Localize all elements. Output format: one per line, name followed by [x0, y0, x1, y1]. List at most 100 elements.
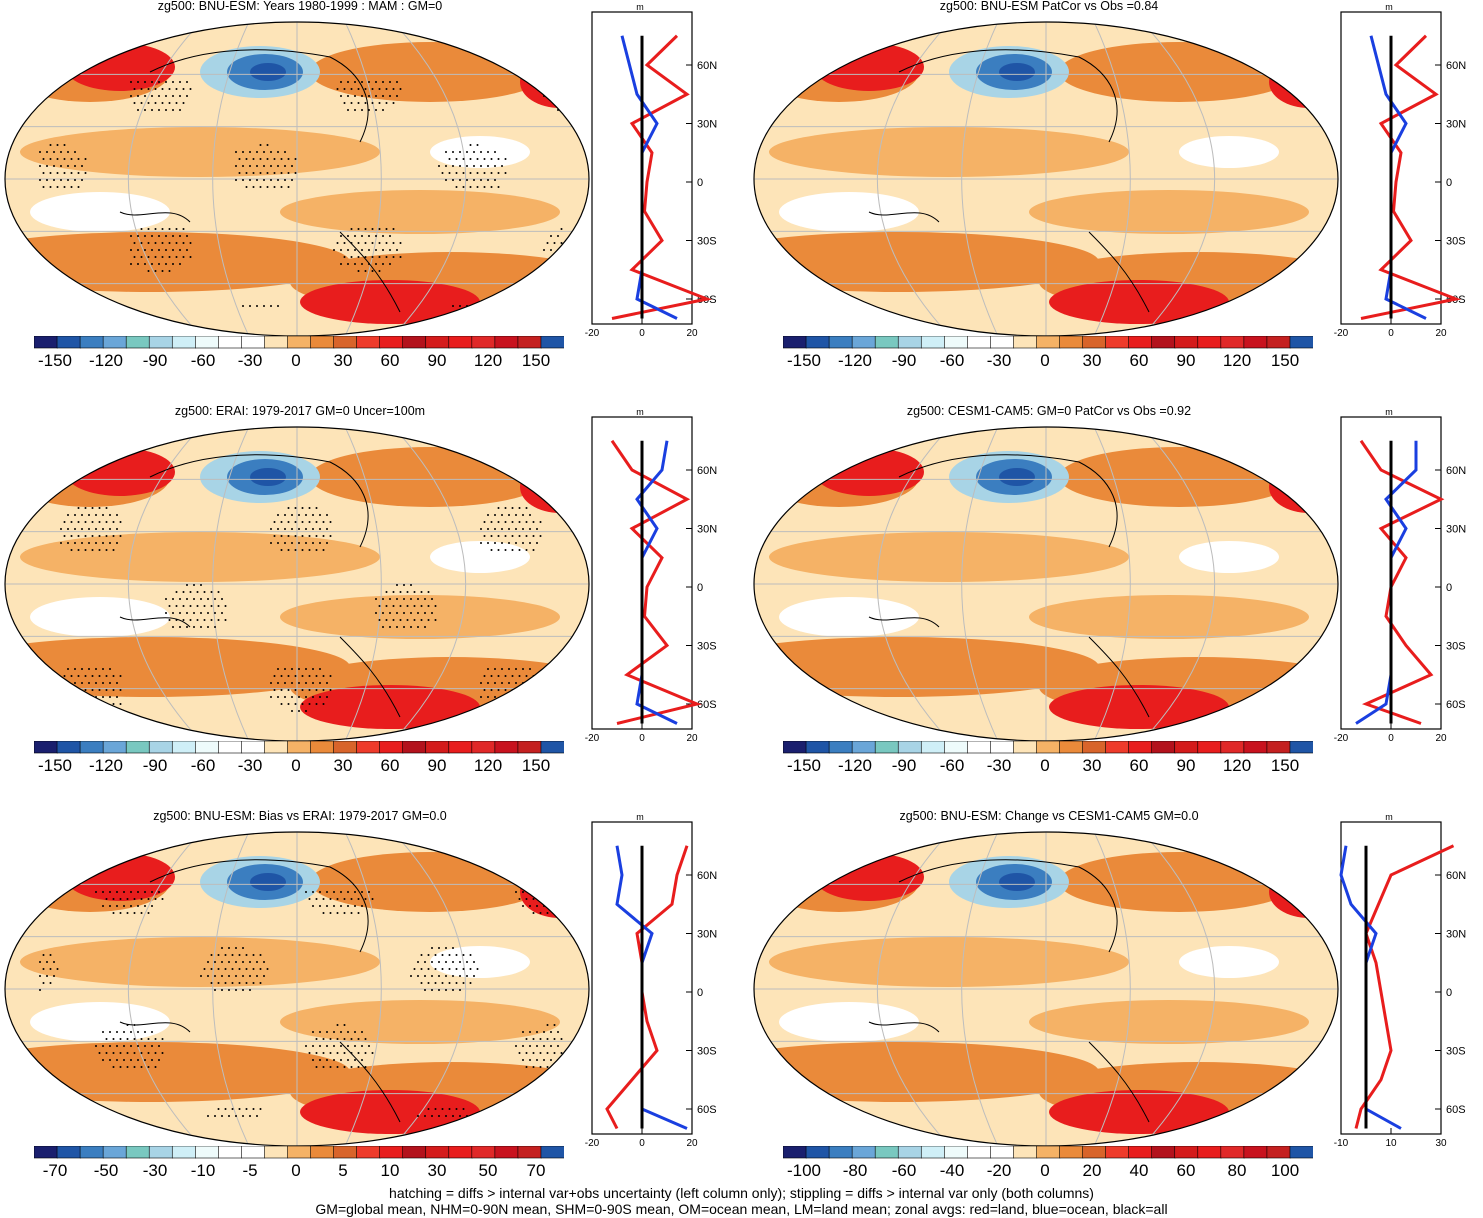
- stipple-dot: [396, 598, 398, 600]
- stipple-dot: [333, 1059, 335, 1061]
- stipple-dot: [361, 1045, 363, 1047]
- stipple-dot: [347, 1031, 349, 1033]
- colorbar-label: -40: [939, 1161, 965, 1180]
- map-plot: [4, 831, 590, 1147]
- stipple-dot: [476, 172, 479, 174]
- stipple-dot: [228, 961, 230, 963]
- stipple-dot: [497, 703, 500, 705]
- stipple-dot: [347, 81, 349, 83]
- stipple-dot: [109, 891, 111, 893]
- stipple-dot: [417, 961, 419, 963]
- stipple-dot: [487, 542, 489, 544]
- lat-label: 60S: [697, 699, 717, 711]
- stipple-dot: [221, 975, 223, 977]
- zonal-land-line: [1354, 844, 1455, 1129]
- stipple-dot: [217, 619, 220, 621]
- stipple-dot: [172, 235, 174, 237]
- stipple-dot: [301, 549, 304, 551]
- stipple-dot: [319, 1031, 321, 1033]
- stipple-dot: [336, 242, 339, 244]
- stipple-dot: [252, 1108, 255, 1110]
- colorbar-swatch: [333, 741, 358, 754]
- stipple-dot: [287, 521, 290, 523]
- stipple-dot: [413, 619, 416, 621]
- stipple-dot: [221, 612, 223, 614]
- stipple-dot: [63, 689, 66, 691]
- stipple-dot: [357, 1038, 360, 1040]
- stipple-dot: [81, 514, 83, 516]
- stipple-dot: [259, 1108, 262, 1110]
- stipple-dot: [256, 179, 258, 181]
- stipple-dot: [140, 1066, 143, 1068]
- stipple-dot: [256, 961, 258, 963]
- map-plot: [4, 21, 590, 337]
- stipple-dot: [105, 898, 108, 900]
- stipple-dot: [210, 982, 213, 984]
- stipple-dot: [483, 689, 486, 691]
- stipple-dot: [112, 1066, 115, 1068]
- lat-label: 30S: [1446, 1046, 1466, 1058]
- stipple-dot: [137, 891, 139, 893]
- colorbar-swatch: [171, 741, 197, 754]
- stipple-dot: [382, 235, 384, 237]
- colorbar-label: 150: [1270, 351, 1300, 370]
- stipple-dot: [298, 710, 300, 712]
- stipple-dot: [438, 989, 440, 991]
- stipple-dot: [350, 88, 353, 90]
- field-contour: [779, 597, 919, 637]
- colorbar-label: 20: [1082, 1161, 1102, 1180]
- longitude-line: [127, 427, 202, 741]
- stipple-dot: [294, 675, 297, 677]
- stipple-dot: [480, 542, 482, 544]
- stipple-dot: [102, 891, 104, 893]
- stipple-dot: [70, 521, 73, 523]
- stipple-dot: [487, 514, 489, 516]
- field-contour: [250, 468, 286, 486]
- stipple-dot: [112, 675, 115, 677]
- colorbar-swatch: [967, 741, 992, 754]
- stipple-dot: [98, 703, 101, 705]
- field-contour: [280, 595, 560, 639]
- colorbar-swatch: [1151, 741, 1176, 754]
- stipple-dot: [553, 242, 556, 244]
- stipple-dot: [305, 528, 307, 530]
- stipple-dot: [539, 521, 542, 523]
- stipple-dot: [249, 305, 251, 307]
- colorbar-label: -150: [37, 351, 73, 370]
- stipple-dot: [448, 158, 451, 160]
- stipple-dot: [529, 1059, 531, 1061]
- colorbar-swatch: [264, 741, 289, 754]
- stipple-dot: [480, 696, 482, 698]
- stipple-dot: [144, 1059, 146, 1061]
- stipple-dot: [133, 256, 136, 258]
- field-contour: [1049, 685, 1229, 729]
- stipple-dot: [347, 891, 349, 893]
- colorbar-swatch: [125, 1146, 151, 1159]
- stipple-dot: [543, 891, 545, 893]
- colorbar-swatch: [125, 336, 151, 349]
- stipple-dot: [109, 1045, 111, 1047]
- stipple-dot: [329, 898, 332, 900]
- colorbar-swatch: [287, 1146, 312, 1159]
- stipple-dot: [550, 1031, 552, 1033]
- stipple-dot: [301, 675, 304, 677]
- stipple-dot: [343, 242, 346, 244]
- colorbar-label: -120: [837, 351, 873, 370]
- stipple-dot: [322, 521, 325, 523]
- stipple-dot: [46, 975, 48, 977]
- stipple-dot: [168, 270, 171, 272]
- colorbar-labels: -70 -50 -30 -10 -5 0 5 10 30 50 70: [0, 1161, 600, 1183]
- stipple-dot: [525, 549, 528, 551]
- stipple-dot: [308, 1052, 311, 1054]
- stipple-dot: [529, 668, 531, 670]
- stipple-dot: [305, 891, 307, 893]
- stipple-dot: [340, 891, 342, 893]
- stipple-dot: [273, 186, 276, 188]
- stipple-dot: [280, 535, 283, 537]
- stipple-dot: [536, 682, 538, 684]
- stipple-dot: [133, 912, 136, 914]
- stipple-dot: [81, 179, 83, 181]
- stipple-dot: [312, 696, 314, 698]
- stipple-dot: [252, 158, 255, 160]
